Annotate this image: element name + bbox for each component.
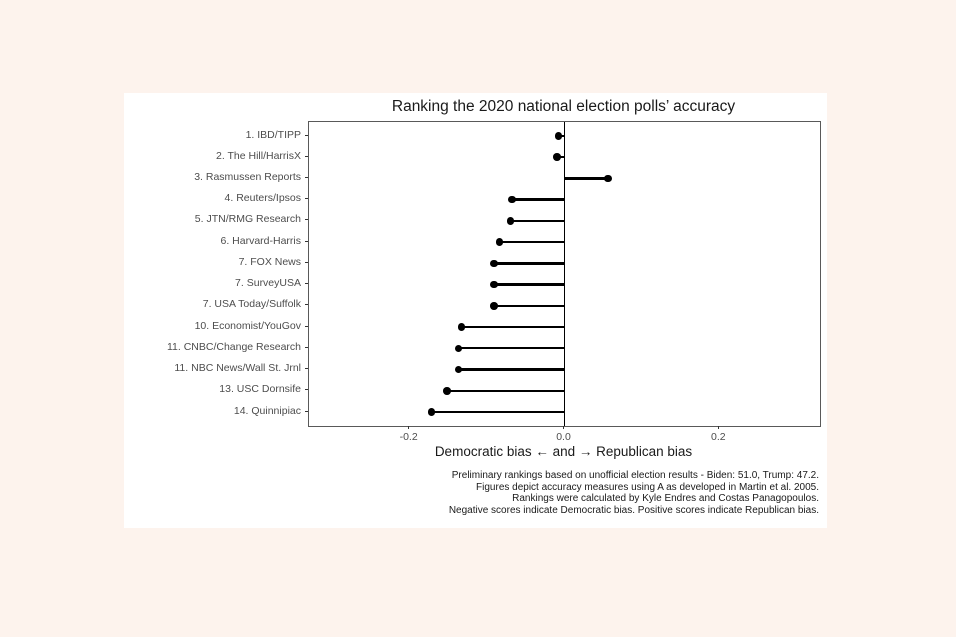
zero-baseline — [563, 122, 566, 426]
y-axis-label: 7. FOX News — [238, 255, 301, 268]
caption-line: Preliminary rankings based on unofficial… — [451, 470, 819, 481]
y-axis-label: 10. Economist/YouGov — [194, 319, 301, 332]
lollipop-stem — [556, 156, 565, 159]
y-axis-label: 13. USC Dornsife — [219, 383, 301, 396]
plot-panel — [308, 121, 821, 427]
caption-line: Negative scores indicate Democratic bias… — [448, 504, 819, 516]
lollipop-stem — [564, 177, 608, 180]
lollipop-stem — [431, 410, 565, 414]
y-axis-label: 7. USA Today/Suffolk — [202, 298, 301, 311]
y-tick — [305, 325, 308, 327]
lollipop-point — [508, 195, 516, 204]
lollipop-stem — [510, 219, 565, 223]
y-tick — [305, 410, 308, 412]
lollipop-stem — [458, 347, 565, 350]
y-tick — [305, 304, 308, 306]
lollipop-point — [604, 174, 612, 183]
lollipop-point — [490, 280, 498, 289]
y-axis-label: 2. The Hill/HarrisX — [216, 149, 301, 162]
y-axis-label: 11. NBC News/Wall St. Jrnl — [174, 362, 301, 375]
y-tick — [305, 176, 308, 178]
y-tick — [305, 389, 308, 391]
lollipop-point — [495, 238, 504, 246]
x-tick-label: 0.2 — [711, 431, 726, 443]
y-axis-label: 11. CNBC/Change Research — [166, 340, 301, 353]
lollipop-stem — [461, 325, 565, 329]
lollipop-stem — [494, 283, 565, 286]
lollipop-point — [490, 259, 498, 268]
y-tick — [305, 198, 308, 200]
lollipop-point — [443, 387, 451, 395]
y-axis-label: 4. Reuters/Ipsos — [224, 192, 301, 205]
chart-caption: Preliminary rankings based on unofficial… — [124, 470, 819, 516]
y-axis-label: 3. Rasmussen Reports — [194, 170, 301, 183]
lollipop-point — [490, 302, 498, 310]
y-axis-label: 7. SurveyUSA — [235, 277, 301, 290]
chart-figure: Ranking the 2020 national election polls… — [124, 93, 827, 528]
chart-title: Ranking the 2020 national election polls… — [391, 98, 736, 115]
y-axis-label: 1. IBD/TIPP — [245, 128, 301, 141]
lollipop-stem — [446, 389, 565, 392]
x-tick — [408, 426, 410, 429]
x-tick — [717, 426, 719, 429]
x-tick-label: 0.0 — [556, 431, 571, 443]
lollipop-stem — [499, 240, 565, 244]
y-tick — [305, 219, 308, 221]
x-axis-title: Democratic bias ← and → Republican bias — [434, 444, 693, 459]
x-tick — [563, 426, 564, 429]
y-axis-label: 6. Harvard-Harris — [220, 234, 301, 247]
lollipop-point — [506, 217, 515, 225]
caption-line: Figures depict accuracy measures using A… — [476, 481, 819, 493]
x-tick-label: -0.2 — [399, 431, 418, 443]
lollipop-point — [454, 365, 463, 374]
lollipop-point — [457, 323, 466, 331]
lollipop-stem — [458, 368, 565, 371]
lollipop-stem — [494, 304, 565, 308]
y-tick — [305, 155, 308, 157]
y-tick — [305, 240, 308, 242]
lollipop-point — [553, 153, 561, 161]
lollipop-point — [554, 132, 563, 140]
y-axis-label: 14. Quinnipiac — [233, 404, 301, 417]
y-tick — [305, 261, 308, 263]
lollipop-stem — [494, 262, 565, 265]
y-tick — [305, 134, 308, 136]
lollipop-point — [454, 344, 463, 353]
y-tick — [305, 368, 308, 370]
y-tick — [305, 283, 308, 285]
y-tick — [305, 346, 308, 348]
y-axis-label: 5. JTN/RMG Research — [194, 213, 301, 226]
caption-line: Rankings were calculated by Kyle Endres … — [512, 493, 819, 505]
lollipop-stem — [511, 198, 565, 201]
lollipop-point — [427, 408, 436, 416]
